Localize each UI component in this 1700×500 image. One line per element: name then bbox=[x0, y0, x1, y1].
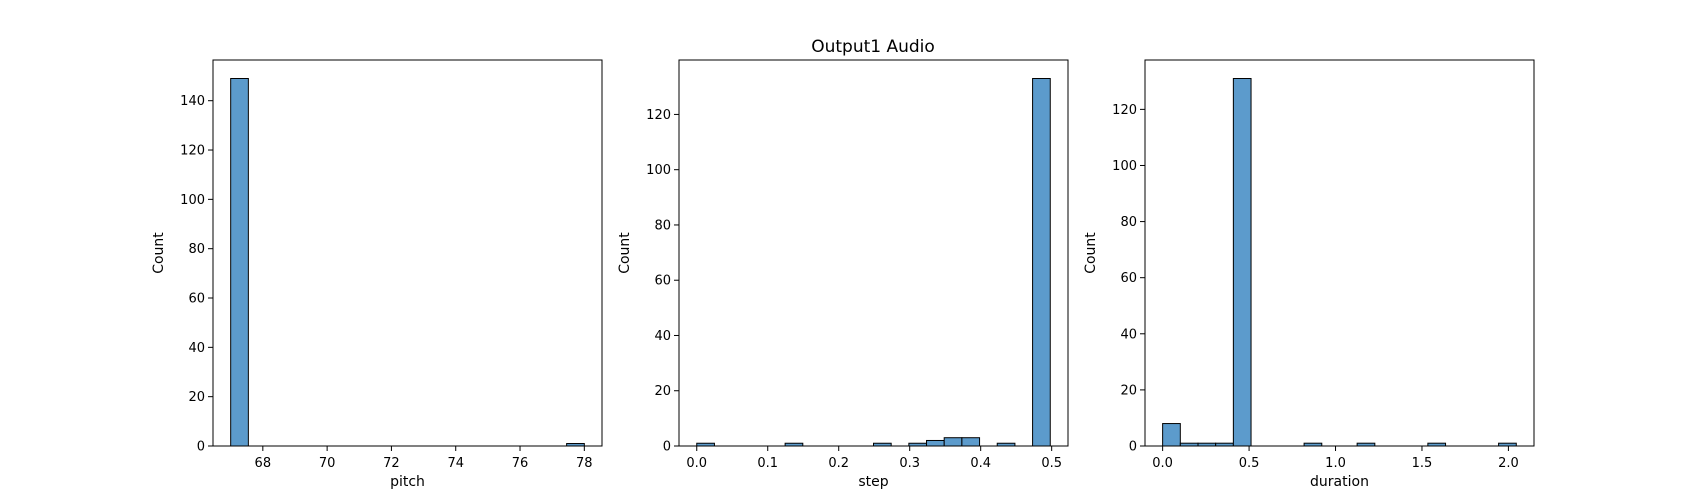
y-tick-label: 40 bbox=[188, 341, 205, 356]
axes-frame bbox=[1144, 59, 1535, 447]
x-axis-label: step bbox=[858, 474, 888, 490]
y-axis-label: Count bbox=[1083, 232, 1099, 274]
x-tick-label: 78 bbox=[576, 456, 593, 471]
histogram-bar bbox=[926, 439, 945, 447]
y-tick-label: 100 bbox=[646, 163, 671, 178]
x-tick-label: 74 bbox=[447, 456, 464, 471]
y-tick-label: 20 bbox=[1120, 383, 1137, 398]
histogram-panel-2: 0.0 0.1 0.2 0.3 0.4 0.5 0 20 40 60 80 100 120 step Cou… bbox=[617, 59, 1069, 490]
x-tick-label: 1.0 bbox=[1325, 456, 1346, 471]
x-tick-label: 0.1 bbox=[757, 456, 778, 471]
histogram-panel-3: 0.0 0.5 1.0 1.5 2.0 0 20 40 60 80 100 120 duration Co… bbox=[1083, 59, 1535, 490]
x-tick-label: 76 bbox=[512, 456, 529, 471]
y-tick-label: 40 bbox=[1120, 327, 1137, 342]
histogram-bar bbox=[1232, 78, 1252, 447]
y-tick-label: 60 bbox=[188, 292, 205, 307]
y-tick-label: 100 bbox=[1112, 159, 1137, 174]
y-tick-label: 140 bbox=[180, 94, 205, 109]
x-tick-label: 0.3 bbox=[899, 456, 920, 471]
histogram-bar bbox=[1032, 78, 1051, 447]
y-tick-label: 120 bbox=[1112, 103, 1137, 118]
y-tick-label: 20 bbox=[654, 384, 671, 399]
x-tick-label: 0.4 bbox=[970, 456, 991, 471]
x-tick-label: 70 bbox=[319, 456, 336, 471]
histogram-bar bbox=[1162, 423, 1181, 447]
histogram-bar bbox=[961, 437, 981, 447]
histogram-bar bbox=[230, 78, 249, 447]
y-tick-label: 0 bbox=[197, 440, 205, 455]
x-tick-label: 1.5 bbox=[1412, 456, 1433, 471]
x-tick-label: 0.5 bbox=[1041, 456, 1062, 471]
y-tick-label: 100 bbox=[180, 193, 205, 208]
axes-frame bbox=[678, 59, 1069, 447]
y-tick-label: 0 bbox=[663, 440, 671, 455]
y-tick-label: 40 bbox=[654, 329, 671, 344]
y-tick-label: 60 bbox=[1120, 271, 1137, 286]
y-axis-label: Count bbox=[617, 232, 633, 274]
x-tick-label: 0.5 bbox=[1239, 456, 1260, 471]
x-tick-label: 0.0 bbox=[686, 456, 707, 471]
y-tick-label: 120 bbox=[180, 144, 205, 159]
y-tick-label: 80 bbox=[654, 218, 671, 233]
y-tick-label: 80 bbox=[1120, 215, 1137, 230]
y-tick-label: 120 bbox=[646, 108, 671, 123]
y-axis-label: Count bbox=[151, 232, 167, 274]
y-tick-label: 0 bbox=[1129, 440, 1137, 455]
x-axis-label: duration bbox=[1310, 474, 1369, 490]
x-tick-label: 0.2 bbox=[828, 456, 849, 471]
x-tick-label: 2.0 bbox=[1498, 456, 1519, 471]
y-tick-label: 60 bbox=[654, 274, 671, 289]
x-tick-label: 68 bbox=[255, 456, 272, 471]
x-tick-label: 72 bbox=[383, 456, 400, 471]
y-tick-label: 20 bbox=[188, 390, 205, 405]
y-tick-label: 80 bbox=[188, 242, 205, 257]
axes-frame bbox=[212, 59, 603, 447]
figure-title: Output1 Audio bbox=[811, 37, 935, 57]
x-axis-label: pitch bbox=[390, 474, 425, 490]
x-tick-label: 0.0 bbox=[1152, 456, 1173, 471]
histogram-bar bbox=[943, 437, 963, 447]
histogram-panel-1: 68 70 72 74 76 78 0 20 40 60 80 100 120 140 pitch Count bbox=[151, 59, 603, 490]
